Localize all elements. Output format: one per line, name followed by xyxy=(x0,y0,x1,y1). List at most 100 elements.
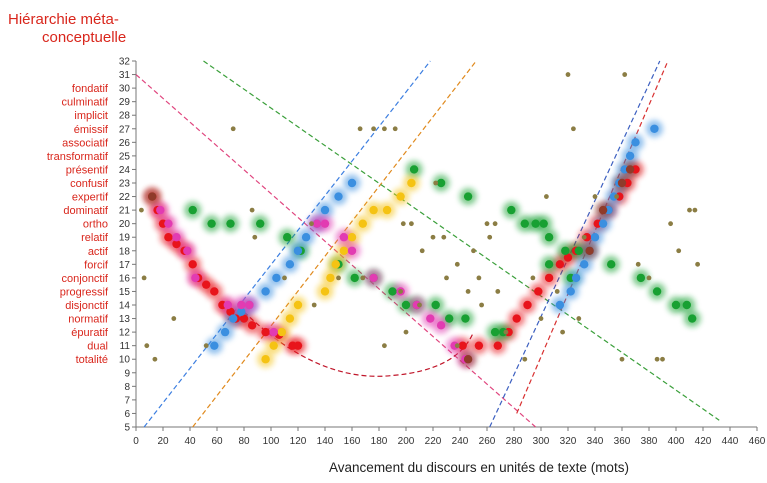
scatter-point xyxy=(581,234,587,240)
scatter-point xyxy=(293,246,303,255)
scatter-point xyxy=(172,233,181,242)
scatter-point xyxy=(668,221,673,227)
y-tick-label: 27 xyxy=(119,124,131,135)
scatter-point xyxy=(555,260,565,269)
trendline xyxy=(192,60,477,428)
y-tick-label: 21 xyxy=(119,206,131,217)
scatter-point xyxy=(282,275,287,281)
scatter-point xyxy=(261,287,270,296)
scatter-point xyxy=(311,302,317,308)
y-tick-label: 26 xyxy=(119,138,131,149)
scatter-point xyxy=(660,356,665,362)
category-label: implicit xyxy=(74,110,108,122)
x-tick-label: 460 xyxy=(749,436,766,447)
scatter-point xyxy=(555,300,565,310)
scatter-point xyxy=(403,329,409,335)
scatter-point xyxy=(293,300,303,310)
category-label: actif xyxy=(88,246,109,258)
y-tick-label: 22 xyxy=(119,192,131,203)
category-label: présentif xyxy=(66,164,109,176)
scatter-point xyxy=(245,300,254,310)
category-label: totalité xyxy=(76,354,108,366)
scatter-point xyxy=(646,275,652,281)
y-tick-label: 23 xyxy=(119,179,131,190)
scatter-point xyxy=(436,178,446,188)
scatter-point xyxy=(326,273,335,283)
scatter-point xyxy=(312,219,322,228)
y-tick-labels: 5 6 7 8 9 10 11 12 13 14 15 16 17 18 19 20 21 22 23 24 25 26 2… xyxy=(119,57,131,434)
scatter-point xyxy=(544,273,554,283)
scatter-point xyxy=(592,194,598,199)
scatter-point xyxy=(580,260,589,269)
scatter-point xyxy=(320,287,330,296)
chart-title-line-2: conceptuelle xyxy=(42,29,126,46)
y-tick-label: 32 xyxy=(119,57,131,68)
scatter-point xyxy=(277,327,286,337)
scatter-point xyxy=(334,192,343,201)
scatter-point xyxy=(171,316,177,321)
scatter-point xyxy=(495,289,501,294)
x-tick-label: 160 xyxy=(344,436,361,447)
x-tick-label: 300 xyxy=(533,436,550,447)
scatter-point xyxy=(164,219,173,228)
scatter-point xyxy=(331,260,340,269)
y-tick-label: 6 xyxy=(124,409,130,420)
scatter-point xyxy=(210,341,219,350)
scatter-point xyxy=(358,219,367,228)
scatter-point xyxy=(539,219,548,228)
scatter-point xyxy=(172,239,181,249)
scatter-point xyxy=(571,273,581,283)
scatter-point xyxy=(419,248,425,254)
scatter-point xyxy=(430,234,436,240)
scatter-point xyxy=(625,151,635,161)
scatter-point xyxy=(357,126,363,132)
category-label: conjonctif xyxy=(62,273,109,285)
x-tick-label: 120 xyxy=(290,436,307,447)
x-tick-label: 140 xyxy=(317,436,334,447)
category-label: dual xyxy=(87,341,108,353)
scatter-point xyxy=(654,356,660,362)
scatter-point xyxy=(474,341,484,350)
scatter-point xyxy=(692,207,698,213)
scatter-point xyxy=(622,72,628,77)
scatter-point xyxy=(465,289,471,294)
scatter-point xyxy=(544,260,554,269)
scatter-point xyxy=(576,316,582,321)
scatter-point xyxy=(531,219,540,228)
scatter-point xyxy=(301,233,311,242)
scatter-point xyxy=(139,207,144,213)
scatter-point xyxy=(503,329,509,335)
scatter-point xyxy=(237,307,246,316)
x-tick-label: 400 xyxy=(668,436,685,447)
scatter-point xyxy=(471,248,476,254)
scatter-point xyxy=(561,246,570,255)
scatter-point xyxy=(444,275,449,281)
scatter-point xyxy=(636,273,646,283)
scatter-point xyxy=(565,72,571,77)
x-tick-label: 260 xyxy=(479,436,496,447)
scatter-point xyxy=(148,192,157,201)
chart-title-line-1: Hiérarchie méta- xyxy=(8,11,119,28)
scatter-point xyxy=(426,314,435,323)
scatter-point xyxy=(256,219,265,228)
scatter-point xyxy=(538,316,544,321)
category-label: émissif xyxy=(74,124,109,136)
scatter-point xyxy=(534,287,543,296)
scatter-point xyxy=(407,178,416,188)
y-tick-label: 18 xyxy=(119,246,131,257)
scatter-point xyxy=(207,219,216,228)
x-tick-label: 340 xyxy=(587,436,604,447)
scatter-point xyxy=(347,178,357,188)
scatter-point xyxy=(585,246,594,255)
scatter-point xyxy=(210,287,219,296)
scatter-point xyxy=(347,246,357,255)
scatter-point xyxy=(520,219,529,228)
scatter-point xyxy=(237,300,246,310)
scatter-point xyxy=(617,178,627,188)
scatter-point xyxy=(635,261,641,267)
scatter-point xyxy=(144,343,150,349)
scatter-point xyxy=(156,205,165,215)
x-tick-label: 180 xyxy=(371,436,388,447)
y-tick-label: 10 xyxy=(119,355,131,366)
